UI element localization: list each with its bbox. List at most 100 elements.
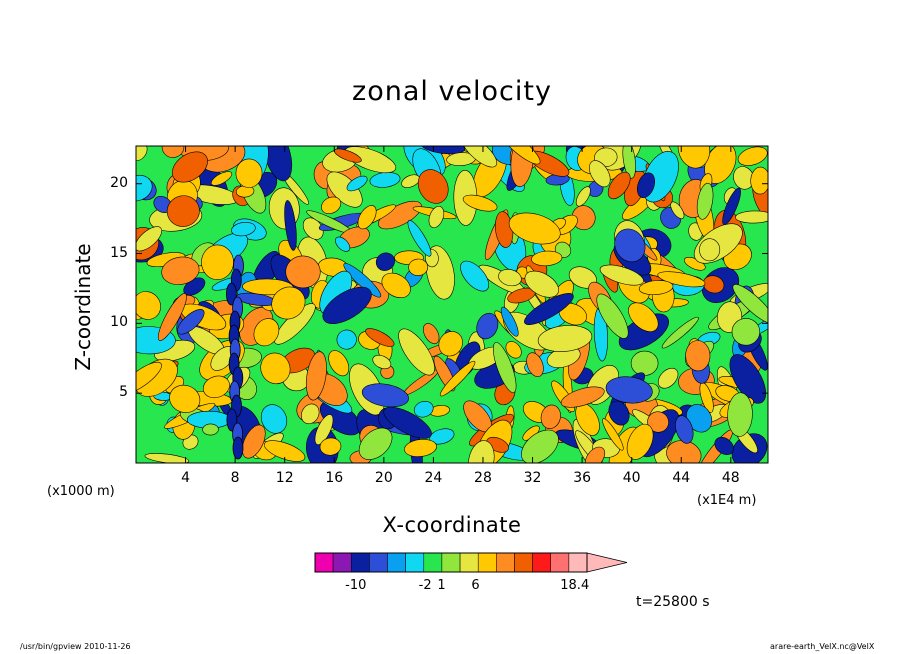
contour-region bbox=[729, 354, 767, 404]
colorbar-swatch bbox=[459, 552, 479, 573]
contour-region bbox=[319, 437, 342, 456]
colorbar-swatch bbox=[477, 552, 497, 573]
contour-region bbox=[521, 429, 559, 463]
contour-region bbox=[157, 293, 187, 341]
colorbar-swatch bbox=[405, 552, 425, 573]
contour-region bbox=[375, 252, 395, 271]
contour-region bbox=[622, 146, 636, 179]
x-tick-label: 28 bbox=[474, 470, 492, 486]
contour-region bbox=[302, 217, 324, 240]
contour-region bbox=[285, 255, 321, 289]
colorbar-swatch bbox=[496, 552, 515, 573]
colorbar-swatch bbox=[441, 552, 461, 573]
contour-region bbox=[322, 286, 372, 324]
x-tick-label: 24 bbox=[424, 470, 443, 486]
contour-region bbox=[498, 269, 522, 287]
contour-region bbox=[284, 200, 297, 251]
footer-command: /usr/bin/gpview 2010-11-26 bbox=[20, 642, 131, 651]
contour-region bbox=[560, 386, 605, 408]
contour-region bbox=[524, 270, 559, 298]
y-axis-unit: (x1000 m) bbox=[47, 484, 115, 499]
contour-region bbox=[638, 280, 674, 296]
contour-region bbox=[235, 158, 263, 188]
contour-region bbox=[417, 169, 449, 204]
y-tick-label: 5 bbox=[119, 384, 128, 401]
contour-region bbox=[428, 205, 445, 229]
contour-region bbox=[731, 318, 761, 346]
colorbar-swatch bbox=[514, 552, 533, 573]
colorbar-swatch bbox=[423, 552, 443, 573]
contour-region bbox=[614, 228, 646, 263]
contour-region bbox=[537, 325, 593, 352]
contour-region bbox=[499, 146, 541, 165]
contour-region bbox=[675, 415, 694, 444]
contour-region bbox=[314, 414, 334, 446]
contour-region bbox=[505, 341, 522, 359]
contour-region bbox=[462, 194, 498, 212]
contour-region bbox=[161, 256, 200, 285]
time-label: t=25800 s bbox=[636, 594, 710, 610]
colorbar-tick-label: 6 bbox=[471, 578, 480, 593]
x-tick-label: 16 bbox=[325, 470, 344, 486]
contour-region bbox=[231, 222, 256, 237]
contour-region bbox=[696, 182, 714, 220]
contour-region bbox=[413, 400, 434, 418]
contour-region bbox=[685, 340, 711, 372]
contour-region bbox=[493, 342, 517, 393]
colorbar-swatch bbox=[351, 552, 370, 573]
contour-region bbox=[232, 436, 244, 460]
contour-region bbox=[589, 160, 611, 188]
contour-region bbox=[242, 424, 266, 459]
contour-region bbox=[630, 350, 659, 376]
x-tick-label: 32 bbox=[523, 470, 542, 486]
contour-region bbox=[628, 302, 659, 332]
contour-region bbox=[714, 437, 734, 455]
colorbar-swatch bbox=[387, 552, 406, 573]
contour-region bbox=[438, 331, 463, 357]
contour-region bbox=[357, 205, 377, 230]
colorbar-arrow bbox=[586, 552, 628, 573]
contour-region bbox=[429, 428, 455, 445]
contour-region bbox=[404, 439, 437, 457]
contour-region bbox=[575, 186, 591, 207]
contour-region bbox=[661, 316, 699, 349]
colorbar-tick-label: 18.4 bbox=[560, 578, 590, 593]
y-axis-ticks bbox=[136, 183, 768, 394]
contour-region bbox=[346, 175, 368, 192]
contour-region bbox=[737, 146, 768, 166]
y-tick-label: 15 bbox=[110, 244, 128, 261]
contour-region bbox=[372, 354, 392, 370]
colorbar-frame bbox=[314, 552, 588, 573]
x-axis-ticks bbox=[185, 146, 732, 463]
contour-region bbox=[210, 171, 233, 186]
contour-region bbox=[383, 406, 432, 439]
x-axis-unit: (x1E4 m) bbox=[697, 493, 757, 508]
contour-region bbox=[732, 284, 768, 324]
x-tick-label: 20 bbox=[374, 470, 393, 486]
x-tick-label: 44 bbox=[672, 470, 691, 486]
contour-region bbox=[201, 244, 234, 280]
contour-region bbox=[253, 318, 280, 347]
contour-region bbox=[531, 250, 563, 267]
colorbar bbox=[314, 552, 628, 573]
contour-region bbox=[365, 328, 395, 347]
contour-region bbox=[166, 195, 200, 227]
colorbar-swatch bbox=[314, 552, 334, 573]
contour-region bbox=[263, 440, 306, 462]
contour-region bbox=[260, 404, 288, 434]
contour-region bbox=[343, 263, 382, 298]
colorbar-swatch bbox=[369, 552, 388, 573]
x-axis-label: X-coordinate bbox=[382, 513, 522, 537]
x-tick-label: 4 bbox=[181, 470, 191, 486]
contour-region bbox=[636, 172, 656, 199]
contour-region bbox=[177, 309, 205, 335]
colorbar-tick-label: -10 bbox=[345, 578, 367, 593]
y-tick-label: 20 bbox=[110, 174, 128, 191]
contour-region bbox=[358, 427, 393, 460]
contour-region bbox=[602, 418, 624, 451]
footer-file: arare-earth_VelX.nc@VelX bbox=[770, 642, 875, 651]
contour-region bbox=[750, 166, 768, 195]
contour-region bbox=[408, 258, 429, 276]
contour-region bbox=[361, 383, 409, 408]
